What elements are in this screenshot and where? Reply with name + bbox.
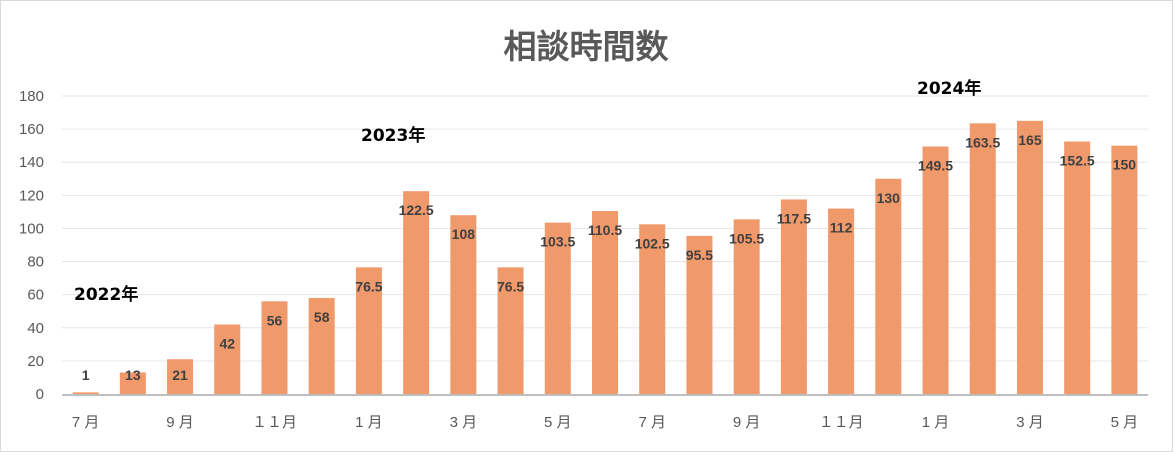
bar: [355, 267, 382, 394]
y-tick-label: 80: [27, 254, 44, 271]
bar: [261, 301, 288, 394]
data-label: 58: [314, 309, 330, 325]
x-tick-label: 5 月: [544, 414, 572, 431]
y-tick-label: 40: [27, 320, 44, 337]
bar: [592, 211, 618, 394]
bar: [828, 208, 855, 394]
x-tick-label: 9 月: [166, 414, 194, 431]
x-tick-label: １１月: [819, 414, 864, 431]
data-label: 95.5: [686, 247, 713, 263]
data-label: 1: [82, 367, 90, 383]
bar: [497, 267, 524, 394]
bar: [1111, 145, 1138, 394]
data-label: 110.5: [588, 222, 622, 238]
x-tick-label: 1 月: [922, 414, 950, 431]
x-tick-label: 3 月: [450, 414, 478, 431]
year-annotation: 2022年: [74, 284, 138, 305]
data-label: 105.5: [729, 230, 764, 246]
y-tick-label: 160: [19, 121, 44, 138]
x-tick-label: １１月: [252, 414, 297, 431]
data-label: 117.5: [777, 210, 811, 226]
x-tick-label: 7 月: [638, 414, 666, 431]
data-label: 13: [125, 367, 141, 383]
y-tick-label: 0: [36, 386, 44, 403]
bar: [639, 224, 666, 394]
bar: [308, 297, 335, 394]
bar: [969, 123, 996, 395]
bar: [733, 219, 760, 394]
data-label: 152.5: [1060, 153, 1095, 169]
bar: [403, 191, 430, 394]
x-tick-label: 1 月: [355, 414, 383, 431]
y-axis-ticks: 0 20 40 60 80 100 120 140 160 180: [19, 88, 44, 403]
y-tick-label: 140: [19, 154, 44, 171]
data-label: 102.5: [635, 235, 670, 251]
y-tick-label: 100: [19, 220, 44, 237]
data-label: 103.5: [540, 234, 575, 250]
year-annotations: 2022年 2023年 2024年: [74, 78, 981, 305]
bar: [544, 222, 571, 394]
gridlines: [62, 95, 1148, 362]
bar: [167, 359, 194, 394]
chart-title: 相談時間数: [504, 27, 670, 66]
data-labels: 1 13 21 42 56 58 76.5 122.5 108 76.5 103.5 110.5 102…: [82, 132, 1137, 383]
data-label: 150: [1113, 157, 1137, 173]
y-tick-label: 20: [27, 353, 44, 370]
x-tick-label: 7 月: [72, 414, 100, 431]
data-label: 76.5: [355, 278, 382, 294]
data-label: 56: [267, 312, 283, 328]
bar: [119, 372, 146, 394]
x-axis-ticks: 7 月 9 月 １１月 1 月 3 月 5 月 7 月 9 月 １１月 1 月 3 月 5 月: [72, 414, 1138, 431]
bar: [1064, 141, 1091, 394]
data-label: 149.5: [918, 157, 953, 173]
data-label: 165: [1018, 132, 1042, 148]
year-annotation: 2024年: [917, 78, 981, 99]
year-annotation: 2023年: [361, 125, 425, 146]
data-label: 112: [830, 220, 853, 236]
bar: [72, 392, 99, 394]
bar: [875, 178, 902, 394]
y-tick-label: 120: [19, 187, 44, 204]
x-tick-label: 9 月: [733, 414, 761, 431]
data-label: 130: [877, 190, 901, 206]
bars: [72, 120, 1138, 395]
data-label: 163.5: [965, 134, 1000, 150]
bar: [214, 324, 241, 394]
data-label: 21: [172, 367, 188, 383]
bar: [450, 215, 477, 394]
data-label: 108: [452, 226, 476, 242]
y-tick-label: 60: [27, 287, 44, 304]
data-label: 42: [219, 335, 235, 351]
x-tick-label: 5 月: [1111, 414, 1139, 431]
x-tick-label: 3 月: [1016, 414, 1044, 431]
y-tick-label: 180: [19, 88, 44, 105]
bar: [1016, 120, 1043, 394]
data-label: 76.5: [497, 278, 524, 294]
bar: [922, 146, 949, 394]
bar: [686, 235, 713, 394]
bar: [780, 199, 807, 394]
data-label: 122.5: [399, 202, 434, 218]
